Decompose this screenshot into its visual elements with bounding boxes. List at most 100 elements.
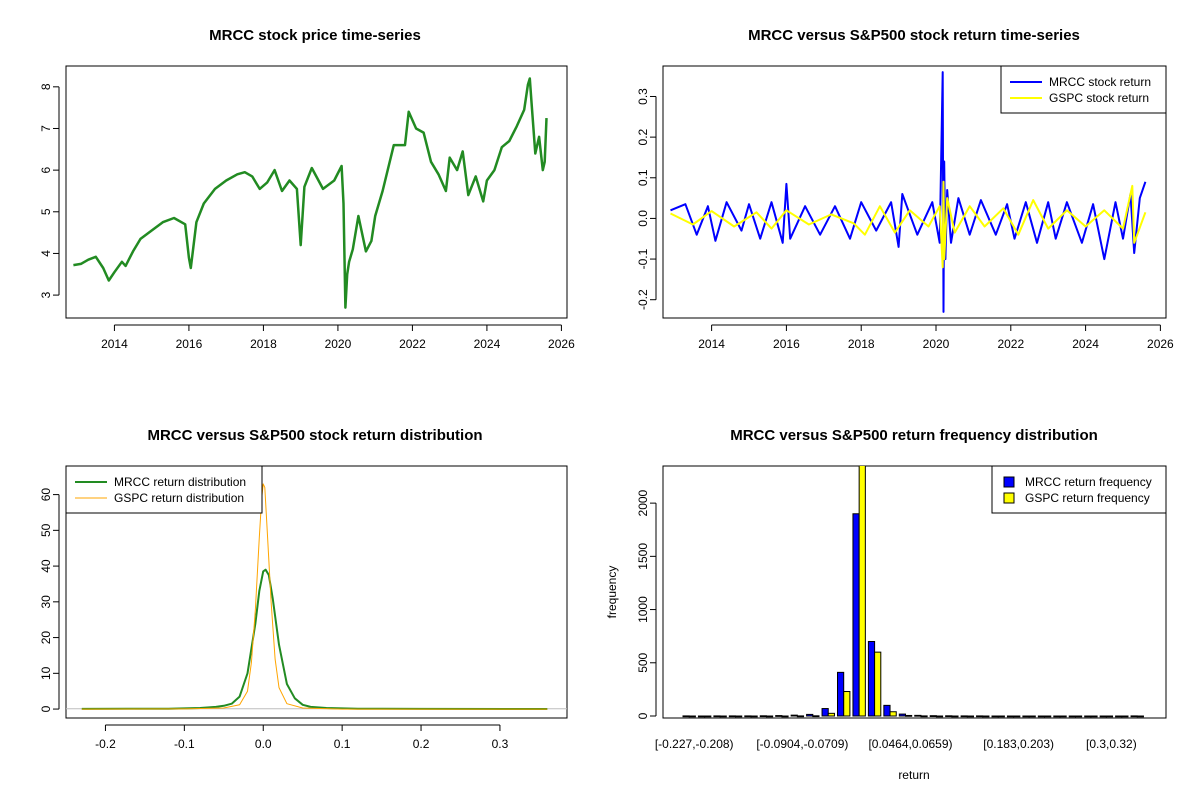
- bar-mrcc-return-frequency: [1099, 715, 1107, 718]
- x-tick-label: 2022: [997, 337, 1024, 351]
- bar-gspc-return-frequency: [935, 715, 944, 718]
- y-tick-label: -0.2: [636, 289, 650, 310]
- bar-mrcc-return-frequency: [929, 715, 937, 717]
- bar-gspc-return-frequency: [920, 715, 928, 718]
- return-timeseries-chart: MRCC versus S&P500 stock return time-ser…: [636, 27, 1174, 351]
- bar-mrcc-return-frequency: [960, 715, 968, 718]
- legend-swatch-gspc: [1003, 492, 1015, 504]
- bar-gspc-return-frequency: [796, 715, 805, 718]
- bar-mrcc-return-frequency: [759, 715, 767, 718]
- x-tick-label: [-0.227,-0.208): [655, 737, 734, 751]
- x-tick-label: -0.1: [174, 737, 195, 751]
- legend-label-mrcc: MRCC return distribution: [114, 475, 246, 489]
- bar-gspc-return-frequency: [1090, 715, 1098, 718]
- legend-label-gspc: GSPC return frequency: [1025, 491, 1150, 505]
- bar-mrcc-return-frequency: [976, 715, 984, 718]
- bar-gspc-return-frequency: [997, 715, 1005, 718]
- bar-mrcc-return-frequency: [1022, 715, 1030, 718]
- series-line-gspc-return-distribution: [81, 483, 548, 710]
- bar-gspc-return-frequency: [843, 691, 851, 717]
- x-tick-label: 2016: [176, 337, 203, 351]
- y-tick-label: 0.2: [636, 128, 650, 145]
- bar-mrcc-return-frequency: [744, 715, 752, 718]
- bar-gspc-return-frequency: [750, 715, 758, 718]
- x-tick-label: 2026: [548, 337, 575, 351]
- bar-mrcc-return-frequency: [867, 640, 876, 717]
- bar-gspc-return-frequency: [1044, 715, 1052, 718]
- bar-gspc-return-frequency: [781, 715, 789, 718]
- bar-mrcc-return-frequency: [837, 671, 845, 717]
- x-tick-label: 2014: [698, 337, 725, 351]
- x-tick-label: [-0.0904,-0.0709): [756, 737, 848, 751]
- bar-gspc-return-frequency: [966, 715, 974, 718]
- x-tick-label: 2014: [101, 337, 128, 351]
- bar-mrcc-return-frequency: [806, 713, 814, 717]
- y-tick-label: 30: [39, 595, 53, 609]
- y-tick-label: 3: [39, 291, 53, 298]
- y-tick-label: 7: [39, 125, 53, 132]
- series-line-mrcc-stock-return: [670, 71, 1147, 313]
- x-tick-label: 2018: [848, 337, 875, 351]
- y-tick-label: 2000: [636, 489, 650, 516]
- y-tick-label: 500: [636, 652, 650, 672]
- chart-title: MRCC stock price time-series: [209, 27, 421, 44]
- plot-area: [65, 65, 568, 319]
- bar-gspc-return-frequency: [1136, 715, 1144, 718]
- frequency-chart: MRCC versus S&P500 return frequency dist…: [605, 427, 1167, 782]
- y-tick-label: 4: [39, 250, 53, 257]
- legend-label-mrcc: MRCC stock return: [1049, 75, 1151, 89]
- x-tick-label: 2016: [773, 337, 800, 351]
- legend: MRCC return distribution GSPC return dis…: [65, 465, 263, 514]
- legend: MRCC return frequency GSPC return freque…: [991, 465, 1167, 514]
- x-tick-label: 2024: [474, 337, 501, 351]
- bar-mrcc-return-frequency: [1084, 715, 1092, 718]
- bar-mrcc-return-frequency: [898, 713, 906, 717]
- y-tick-label: 5: [39, 208, 53, 215]
- plot-area: [65, 465, 568, 719]
- x-tick-label: 2024: [1072, 337, 1099, 351]
- y-tick-label: 1500: [636, 543, 650, 570]
- y-tick-label: -0.1: [636, 248, 650, 269]
- y-tick-label: 0.3: [636, 88, 650, 105]
- bar-mrcc-return-frequency: [697, 715, 706, 718]
- bar-gspc-return-frequency: [827, 712, 835, 717]
- series-line-mrcc: [73, 77, 548, 309]
- bar-gspc-return-frequency: [1028, 715, 1036, 718]
- bar-mrcc-return-frequency: [728, 715, 737, 718]
- x-axis-label: return: [898, 768, 929, 782]
- bar-gspc-return-frequency: [735, 715, 743, 718]
- bar-mrcc-return-frequency: [991, 715, 999, 718]
- bar-mrcc-return-frequency: [775, 715, 783, 717]
- x-tick-label: [0.183,0.203): [983, 737, 1054, 751]
- bar-mrcc-return-frequency: [914, 714, 922, 717]
- x-tick-label: 0.3: [492, 737, 509, 751]
- y-tick-label: 10: [39, 666, 53, 680]
- bar-mrcc-return-frequency: [713, 715, 721, 718]
- bar-mrcc-return-frequency: [682, 715, 690, 718]
- y-tick-label: 60: [39, 488, 53, 502]
- x-tick-label: [0.3,0.32): [1086, 737, 1137, 751]
- chart-title: MRCC versus S&P500 stock return time-ser…: [748, 27, 1080, 44]
- legend: MRCC stock return GSPC stock return: [1000, 65, 1167, 114]
- legend-label-gspc: GSPC return distribution: [114, 491, 244, 505]
- bar-gspc-return-frequency: [874, 651, 882, 717]
- x-tick-label: -0.2: [95, 737, 116, 751]
- bar-gspc-return-frequency: [889, 711, 897, 717]
- bar-mrcc-return-frequency: [821, 708, 829, 717]
- bar-gspc-return-frequency: [905, 714, 913, 717]
- series-line-gspc-stock-return: [670, 180, 1147, 269]
- bar-mrcc-return-frequency: [1130, 715, 1138, 718]
- bar-mrcc-return-frequency: [1068, 715, 1076, 718]
- bar-mrcc-return-frequency: [1053, 715, 1061, 718]
- x-tick-label: [0.0464,0.0659): [868, 737, 952, 751]
- x-tick-label: 0.1: [334, 737, 351, 751]
- density-chart: MRCC versus S&P500 stock return distribu…: [39, 427, 568, 751]
- bar-mrcc-return-frequency: [790, 714, 798, 717]
- bar-mrcc-return-frequency: [1037, 715, 1046, 718]
- x-tick-label: 0.2: [413, 737, 430, 751]
- y-tick-label: 6: [39, 166, 53, 173]
- y-tick-label: 0.0: [636, 210, 650, 227]
- bar-mrcc-return-frequency: [1115, 715, 1123, 718]
- legend-swatch-mrcc: [1003, 476, 1015, 488]
